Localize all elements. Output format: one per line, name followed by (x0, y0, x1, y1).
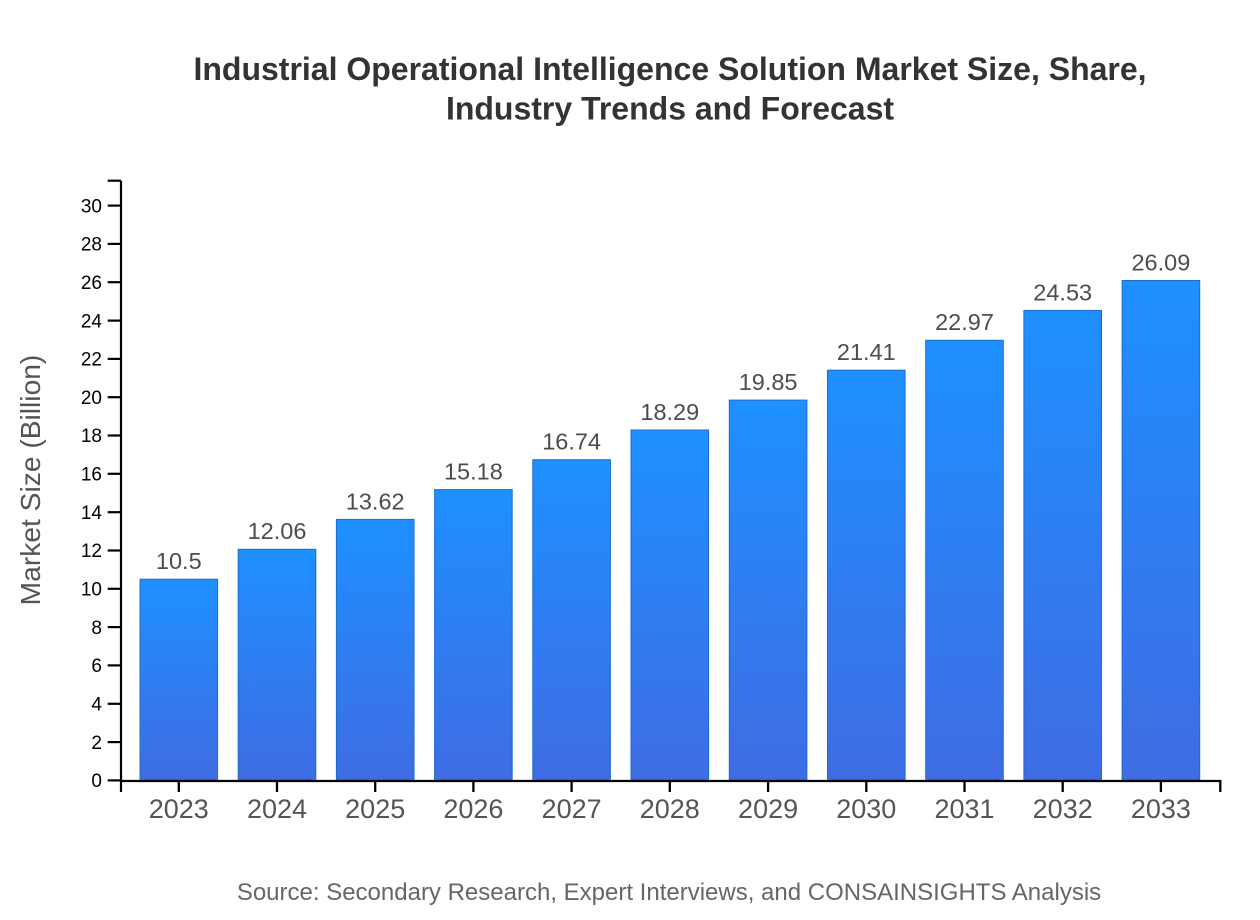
svg-text:Industrial Operational Intelli: Industrial Operational Intelligence Solu… (193, 51, 1146, 87)
svg-text:24: 24 (81, 311, 103, 332)
svg-text:16.74: 16.74 (542, 429, 601, 455)
svg-text:2025: 2025 (345, 794, 405, 824)
svg-text:16: 16 (81, 465, 102, 486)
svg-text:22.97: 22.97 (935, 309, 994, 335)
svg-text:15.18: 15.18 (444, 459, 503, 485)
svg-text:20: 20 (81, 388, 102, 409)
svg-text:2023: 2023 (149, 794, 209, 824)
svg-text:12.06: 12.06 (248, 518, 307, 544)
svg-text:12: 12 (81, 541, 102, 562)
svg-text:22: 22 (81, 350, 102, 371)
svg-text:0: 0 (91, 771, 102, 792)
svg-text:21.41: 21.41 (837, 339, 896, 365)
svg-text:2030: 2030 (836, 794, 896, 824)
svg-text:2028: 2028 (640, 794, 700, 824)
svg-text:2026: 2026 (443, 794, 503, 824)
svg-text:6: 6 (91, 656, 102, 677)
svg-text:26.09: 26.09 (1131, 249, 1190, 275)
svg-text:18: 18 (81, 426, 102, 447)
svg-text:2032: 2032 (1033, 794, 1093, 824)
svg-text:14: 14 (81, 503, 103, 524)
svg-text:10.5: 10.5 (156, 548, 202, 574)
svg-text:Market Size (Billion): Market Size (Billion) (14, 355, 46, 606)
svg-text:28: 28 (81, 235, 102, 256)
svg-text:2033: 2033 (1131, 794, 1191, 824)
svg-text:2031: 2031 (934, 794, 994, 824)
svg-text:24.53: 24.53 (1033, 279, 1092, 305)
svg-text:30: 30 (81, 196, 102, 217)
svg-text:18.29: 18.29 (640, 399, 699, 425)
svg-text:8: 8 (91, 618, 102, 639)
svg-text:13.62: 13.62 (346, 488, 405, 514)
svg-text:2029: 2029 (738, 794, 798, 824)
svg-text:19.85: 19.85 (739, 369, 798, 395)
svg-text:26: 26 (81, 273, 102, 294)
svg-text:2027: 2027 (542, 794, 602, 824)
svg-text:4: 4 (91, 695, 102, 716)
svg-text:Source: Secondary Research, Ex: Source: Secondary Research, Expert Inter… (237, 879, 1101, 906)
svg-text:Industry Trends and Forecast: Industry Trends and Forecast (446, 91, 894, 127)
svg-text:2: 2 (91, 733, 102, 754)
svg-text:10: 10 (81, 580, 102, 601)
svg-text:2024: 2024 (247, 794, 307, 824)
